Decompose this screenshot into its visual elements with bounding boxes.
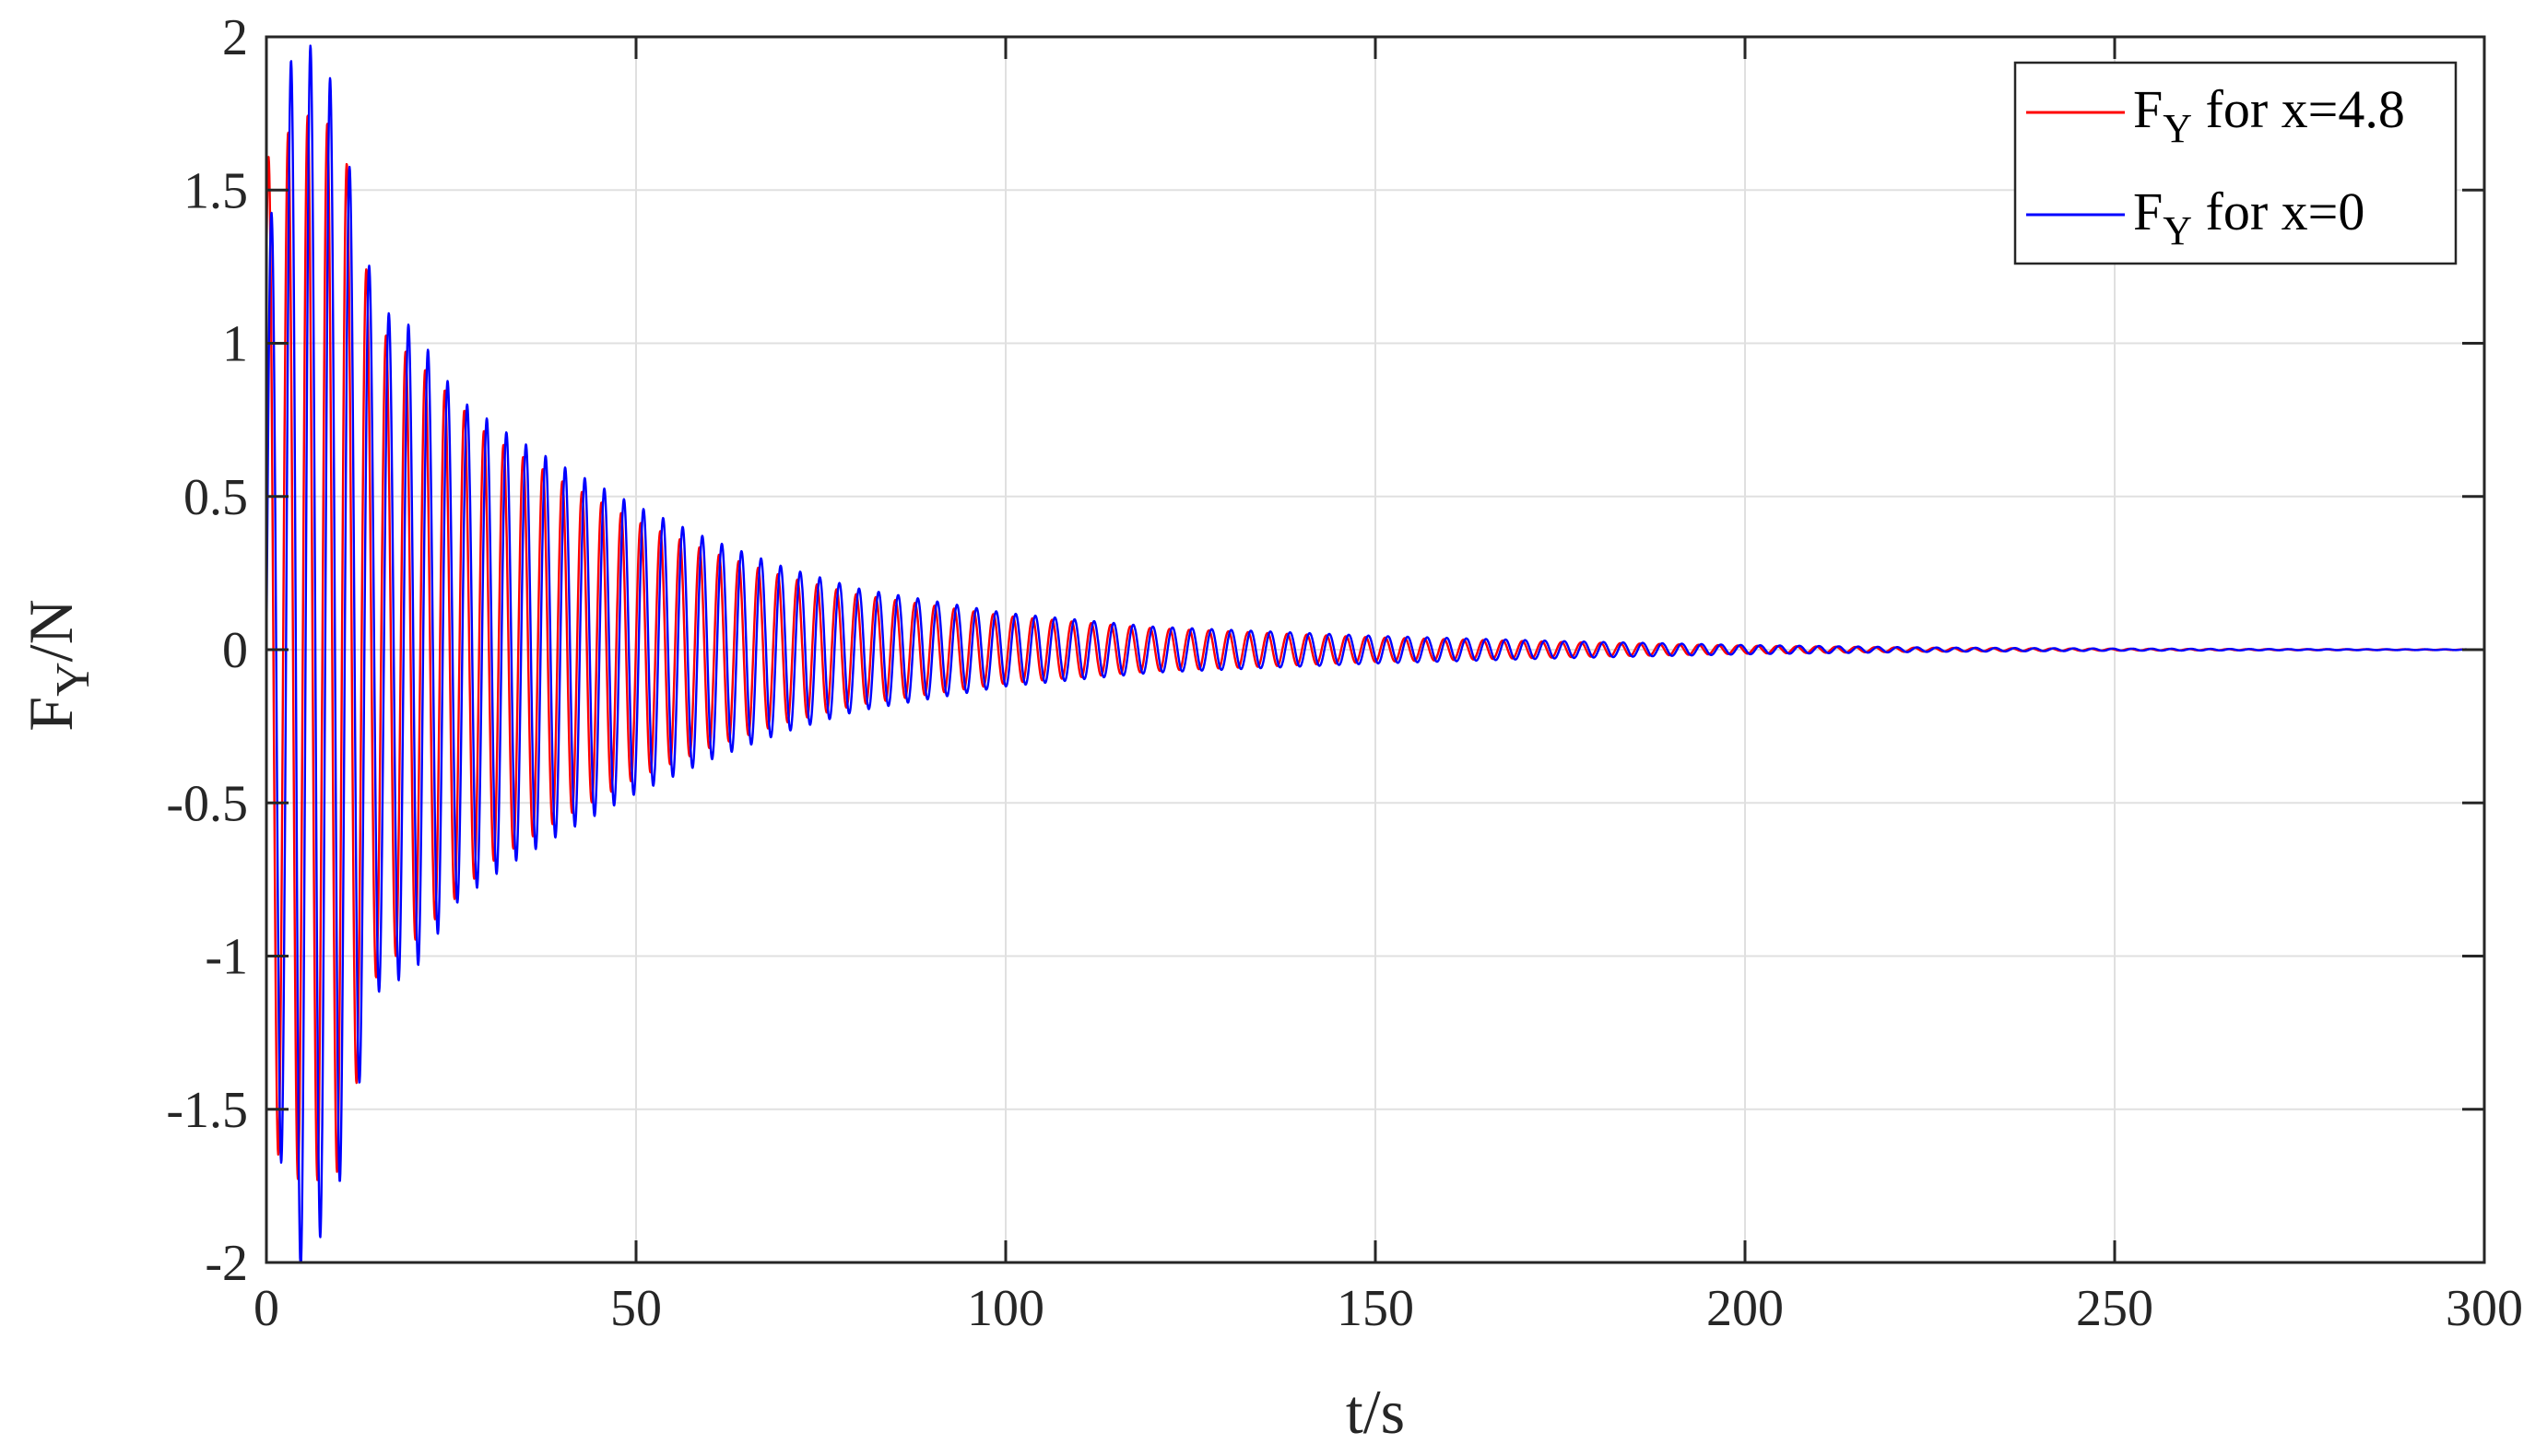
y-tick-label: -1 bbox=[205, 929, 248, 986]
legend-label-series-1-base: F bbox=[2133, 79, 2163, 139]
legend-label-series-2: FY for x=0 bbox=[2133, 182, 2364, 253]
legend: FY for x=4.8 FY for x=0 bbox=[2013, 61, 2458, 265]
x-tick-label: 100 bbox=[967, 1280, 1044, 1337]
x-tick-label: 300 bbox=[2446, 1280, 2523, 1337]
series-layer bbox=[265, 44, 2485, 1264]
x-axis-label: t/s bbox=[1346, 1377, 1405, 1447]
y-axis-label-suffix: /N bbox=[16, 599, 86, 662]
y-tick-label: 1.5 bbox=[183, 162, 248, 219]
x-tick-label: 0 bbox=[254, 1280, 279, 1337]
legend-box bbox=[2013, 61, 2458, 265]
y-tick-label: -1.5 bbox=[166, 1082, 248, 1139]
x-tick-label: 200 bbox=[1706, 1280, 1784, 1337]
y-axis-label-group: FY/N bbox=[16, 599, 100, 731]
y-axis-label-base: F bbox=[16, 697, 86, 732]
y-axis-label-subscript: Y bbox=[47, 662, 100, 697]
x-tick-label: 50 bbox=[610, 1280, 662, 1337]
legend-label-series-1-subscript: Y bbox=[2163, 106, 2192, 151]
legend-label-series-1: FY for x=4.8 bbox=[2133, 79, 2405, 151]
legend-label-series-2-subscript: Y bbox=[2163, 208, 2192, 253]
legend-label-series-2-base: F bbox=[2133, 182, 2163, 241]
axis-tick-labels: 0 50 100 150 200 250 300 2 1.5 1 0.5 0 -0.5 -1 -1.5 -2 bbox=[166, 9, 2523, 1337]
y-axis-label: FY/N bbox=[16, 599, 100, 731]
axis-ticks bbox=[265, 35, 2486, 1264]
legend-label-series-1-rest: for x=4.8 bbox=[2192, 79, 2405, 139]
x-tick-label: 250 bbox=[2076, 1280, 2153, 1337]
y-tick-label: 2 bbox=[222, 9, 248, 66]
legend-label-series-2-rest: for x=0 bbox=[2192, 182, 2364, 241]
y-tick-label: 0.5 bbox=[183, 469, 248, 526]
y-tick-label: 0 bbox=[222, 622, 248, 679]
y-tick-label: 1 bbox=[222, 316, 248, 373]
x-tick-label: 150 bbox=[1337, 1280, 1414, 1337]
series-line-2 bbox=[265, 44, 2485, 1264]
y-tick-label: -2 bbox=[205, 1235, 248, 1292]
y-tick-label: -0.5 bbox=[166, 775, 248, 832]
